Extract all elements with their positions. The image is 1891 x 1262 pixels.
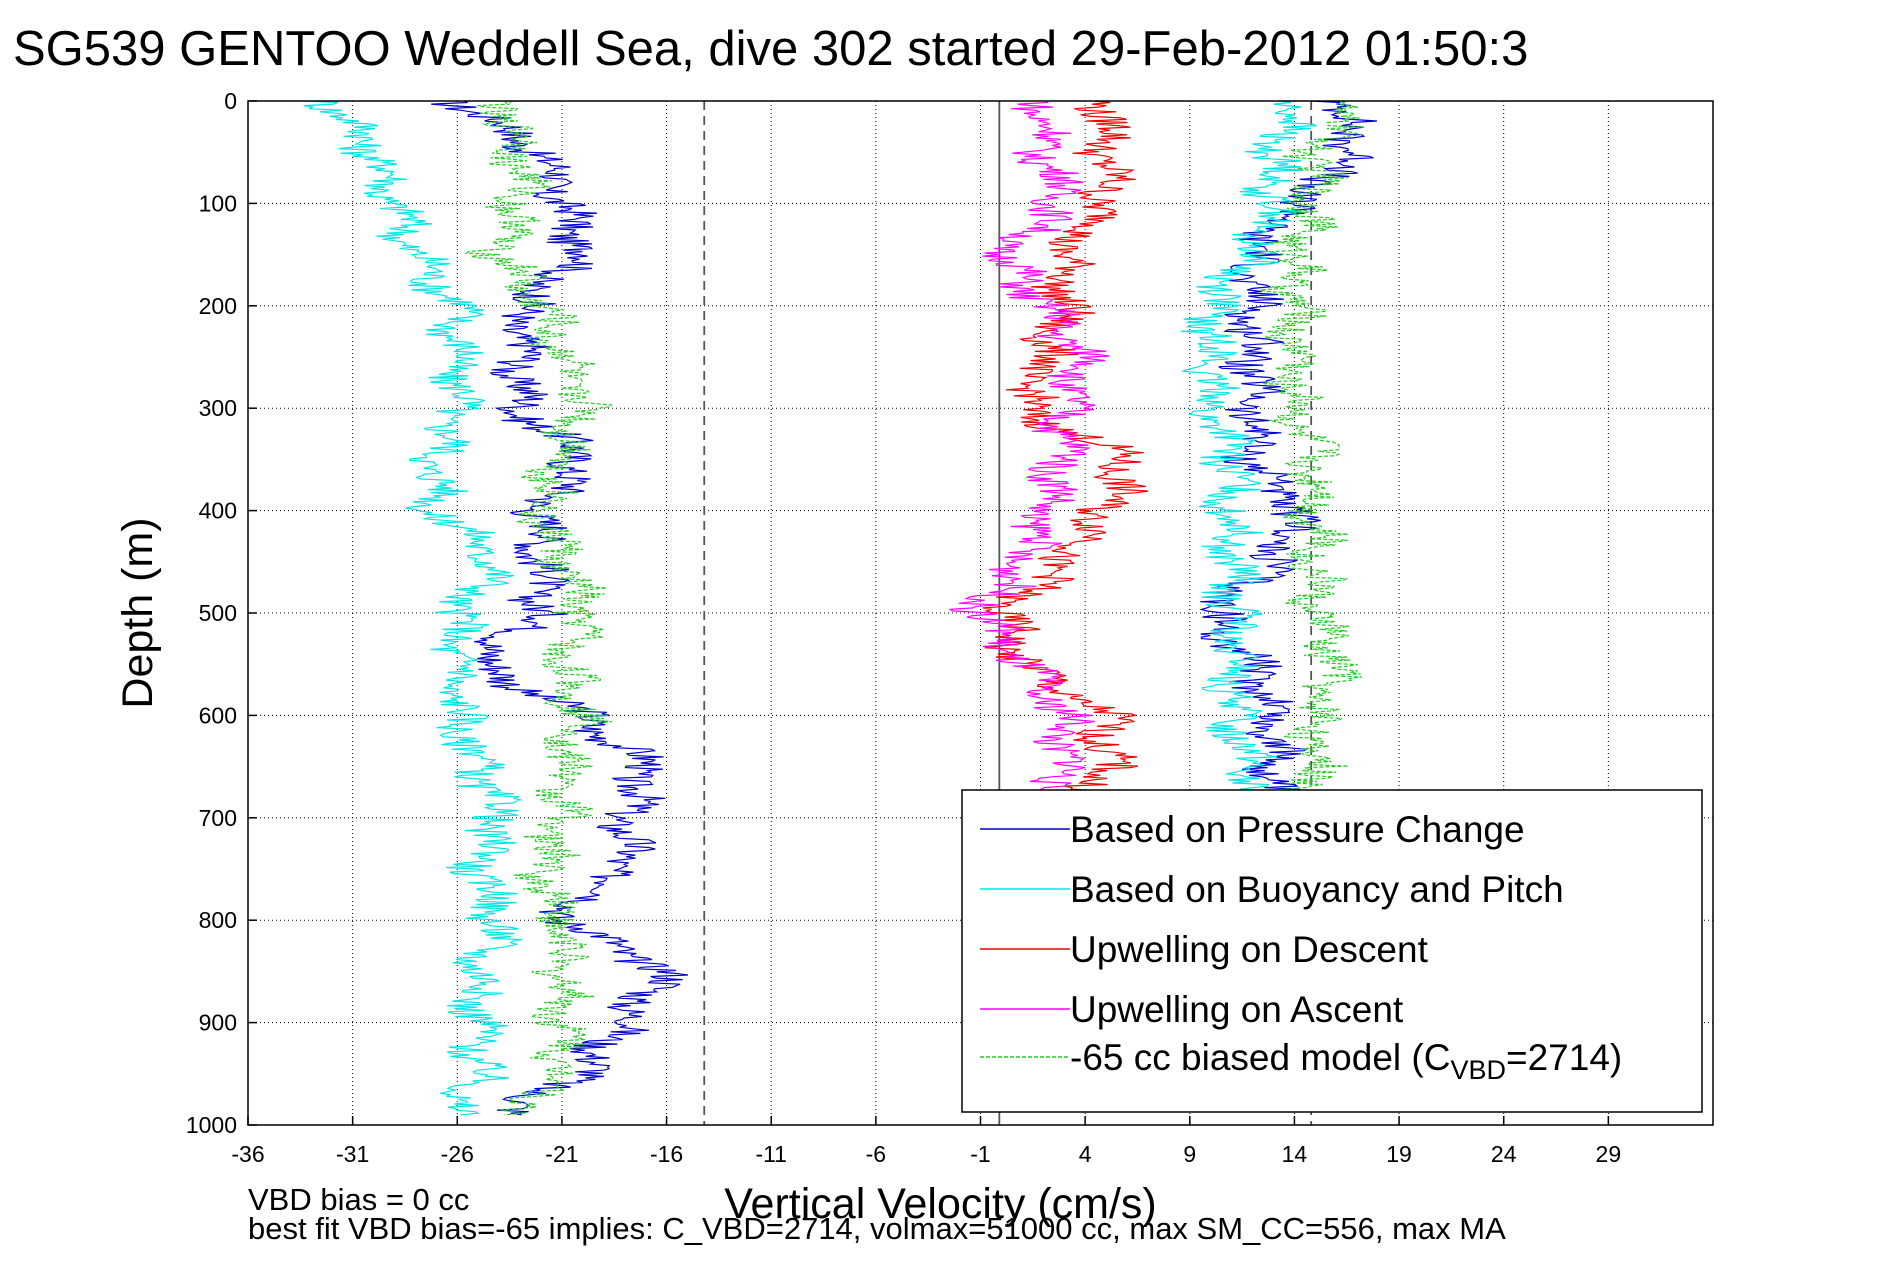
series-line [982,100,1149,818]
footnote-bias: VBD bias = 0 cc [248,1182,470,1217]
series-line [1260,100,1364,818]
x-tick-label: -36 [231,1141,264,1167]
x-tick-label: 19 [1386,1141,1412,1167]
x-axis-label: Vertical Velocity (cm/s) [724,1180,1157,1228]
legend-items: Based on Pressure Change Based on Buoyanc… [980,809,1564,1058]
series-line [1180,100,1319,818]
y-tick-label: 1000 [186,1112,237,1138]
footnote-best-fit: best fit VBD bias=-65 implies: C_VBD=271… [248,1211,1506,1246]
legend-label: Upwelling on Descent [1070,929,1429,970]
x-tick-label: 29 [1596,1141,1622,1167]
x-tick-label: -16 [650,1141,683,1167]
data-series [303,100,1378,1116]
series-line [1199,100,1378,818]
y-tick-label: 600 [199,702,237,728]
x-tick-label: 4 [1079,1141,1092,1167]
legend-label-model: -65 cc biased model (CVBD=2714) [1070,1037,1622,1085]
legend: Based on Pressure Change Based on Buoyanc… [961,789,1703,1113]
series-line [303,100,523,1116]
y-tick-label: 700 [199,805,237,831]
y-tick-label: 800 [199,907,237,933]
y-tick-label: 0 [224,88,237,114]
x-tick-label: 14 [1282,1141,1308,1167]
x-tick-label: -1 [970,1141,990,1167]
series-line [464,100,613,1116]
x-tick-label: -6 [866,1141,886,1167]
x-tick-label: -26 [441,1141,474,1167]
legend-label: Based on Buoyancy and Pitch [1070,869,1564,910]
y-axis-label: Depth (m) [114,517,162,708]
chart-title: SG539 GENTOO Weddell Sea, dive 302 start… [13,22,1528,76]
y-tick-label: 100 [199,190,237,216]
x-tick-label: -31 [336,1141,369,1167]
y-tick-label: 900 [199,1010,237,1036]
x-tick-label: 24 [1491,1141,1517,1167]
y-tick-label: 500 [199,600,237,626]
legend-label: Upwelling on Ascent [1070,989,1404,1030]
x-tick-label: -21 [545,1141,578,1167]
x-tick-label: 9 [1183,1141,1196,1167]
series-line [948,100,1110,818]
series-line [431,100,689,1116]
legend-box [961,789,1703,1113]
y-tick-label: 200 [199,293,237,319]
x-tick-label: -11 [755,1141,787,1167]
legend-label: Based on Pressure Change [1070,809,1525,850]
y-tick-label: 400 [199,498,237,524]
axis-ticks: -36 -31 -26 -21 -16 -11 -6 -1 4 9 14 19 24 29 0 100 200 3… [186,88,1621,1167]
y-tick-label: 300 [199,395,237,421]
